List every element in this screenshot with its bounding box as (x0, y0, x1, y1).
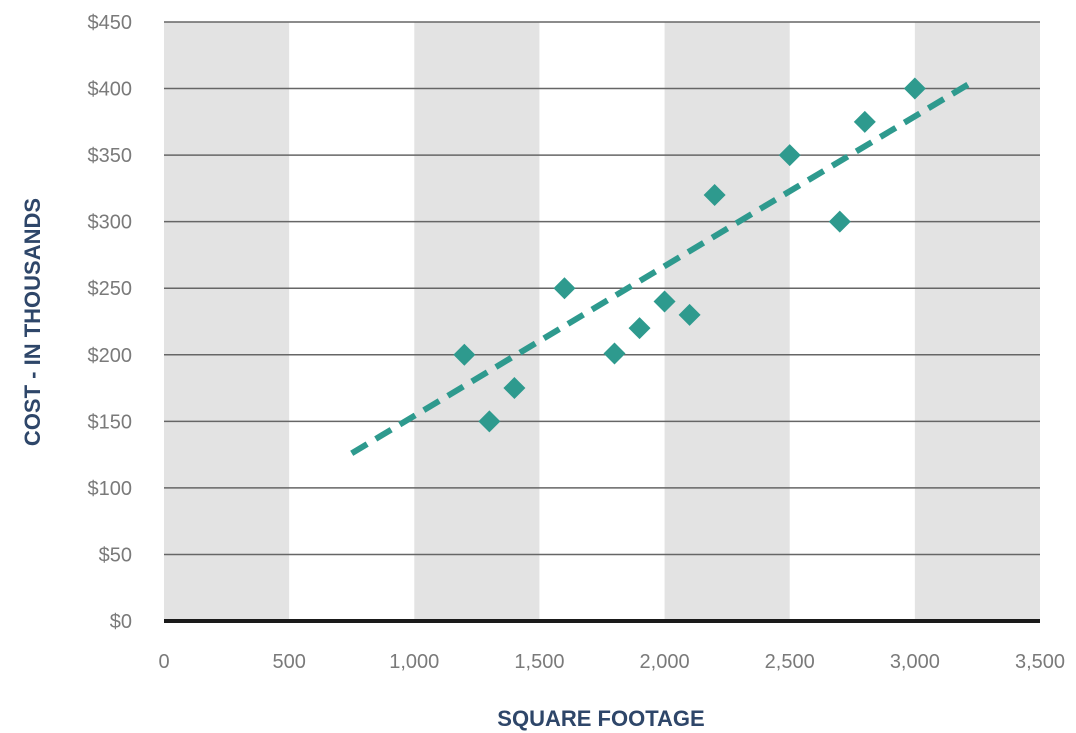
data-point (678, 303, 701, 326)
trendline (350, 79, 974, 456)
y-tick-label: $250 (88, 278, 133, 300)
data-point (553, 277, 576, 300)
x-tick-label: 0 (158, 651, 169, 673)
data-points (453, 77, 926, 433)
y-tick-label: $50 (99, 544, 132, 566)
data-point (603, 342, 626, 365)
data-point (778, 144, 801, 167)
x-axis-title: SQUARE FOOTAGE (497, 706, 704, 731)
x-tick-label: 500 (272, 651, 305, 673)
background-band (164, 22, 290, 621)
y-tick-label: $400 (88, 79, 133, 101)
trendline-group (350, 79, 974, 456)
data-point (653, 290, 676, 313)
background-bands (164, 22, 1040, 621)
y-tick-label: $350 (88, 145, 133, 167)
x-tick-label: 2,000 (640, 651, 690, 673)
data-point (703, 184, 726, 207)
y-tick-label: $300 (88, 212, 133, 234)
x-axis-tick-labels: 0 500 1,000 1,500 2,000 2,500 3,000 3,500 (158, 651, 1065, 673)
data-point (853, 110, 876, 133)
data-point (903, 77, 926, 100)
y-tick-label: $0 (110, 611, 132, 633)
y-axis-title: COST - IN THOUSANDS (20, 198, 45, 446)
y-axis-tick-labels: $0 $50 $100 $150 $200 $250 $300 $350 $400 $450 (88, 12, 133, 633)
background-band (414, 22, 540, 621)
y-tick-label: $200 (88, 345, 133, 367)
y-tick-label: $100 (88, 478, 133, 500)
data-point (503, 377, 526, 400)
data-point (453, 343, 476, 366)
background-band (664, 22, 790, 621)
x-tick-label: 1,500 (514, 651, 564, 673)
background-band (914, 22, 1040, 621)
y-tick-label: $450 (88, 12, 133, 34)
data-point (628, 317, 651, 340)
x-tick-label: 1,000 (389, 651, 439, 673)
y-tick-label: $150 (88, 411, 133, 433)
data-point (828, 210, 851, 233)
gridlines (164, 21, 1040, 623)
x-tick-label: 3,500 (1015, 651, 1065, 673)
x-tick-label: 3,000 (890, 651, 940, 673)
data-point (478, 410, 501, 433)
x-tick-label: 2,500 (765, 651, 815, 673)
